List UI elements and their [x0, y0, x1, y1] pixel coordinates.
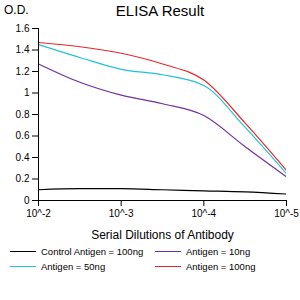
svg-text:1: 1	[24, 87, 30, 98]
svg-text:10^-3: 10^-3	[109, 208, 134, 219]
svg-text:0.6: 0.6	[16, 130, 30, 141]
html-text:Antigen = 100ng: Antigen = 100ng	[186, 261, 256, 272]
svg-text:10^-5: 10^-5	[274, 208, 299, 219]
html-text:Antigen = 10ng: Antigen = 10ng	[186, 246, 251, 257]
svg-text:0.4: 0.4	[16, 152, 30, 163]
html-text:O.D.: O.D.	[4, 3, 29, 17]
svg-text:Serial Dilutions of Antibody: Serial Dilutions of Antibody	[91, 228, 234, 242]
svg-text:0.8: 0.8	[16, 109, 30, 120]
svg-text:10^-2: 10^-2	[26, 208, 51, 219]
html-text:ELISA Result: ELISA Result	[115, 2, 205, 19]
svg-text:1.4: 1.4	[16, 44, 30, 55]
svg-text:0.2: 0.2	[16, 173, 30, 184]
svg-text:0: 0	[24, 195, 30, 206]
svg-text:1.6: 1.6	[16, 23, 30, 34]
svg-text:10^-4: 10^-4	[191, 208, 216, 219]
svg-text:1.2: 1.2	[16, 66, 30, 77]
html-text:Antigen = 50ng: Antigen = 50ng	[41, 261, 106, 272]
html-text:Control Antigen = 100ng: Control Antigen = 100ng	[41, 246, 144, 257]
